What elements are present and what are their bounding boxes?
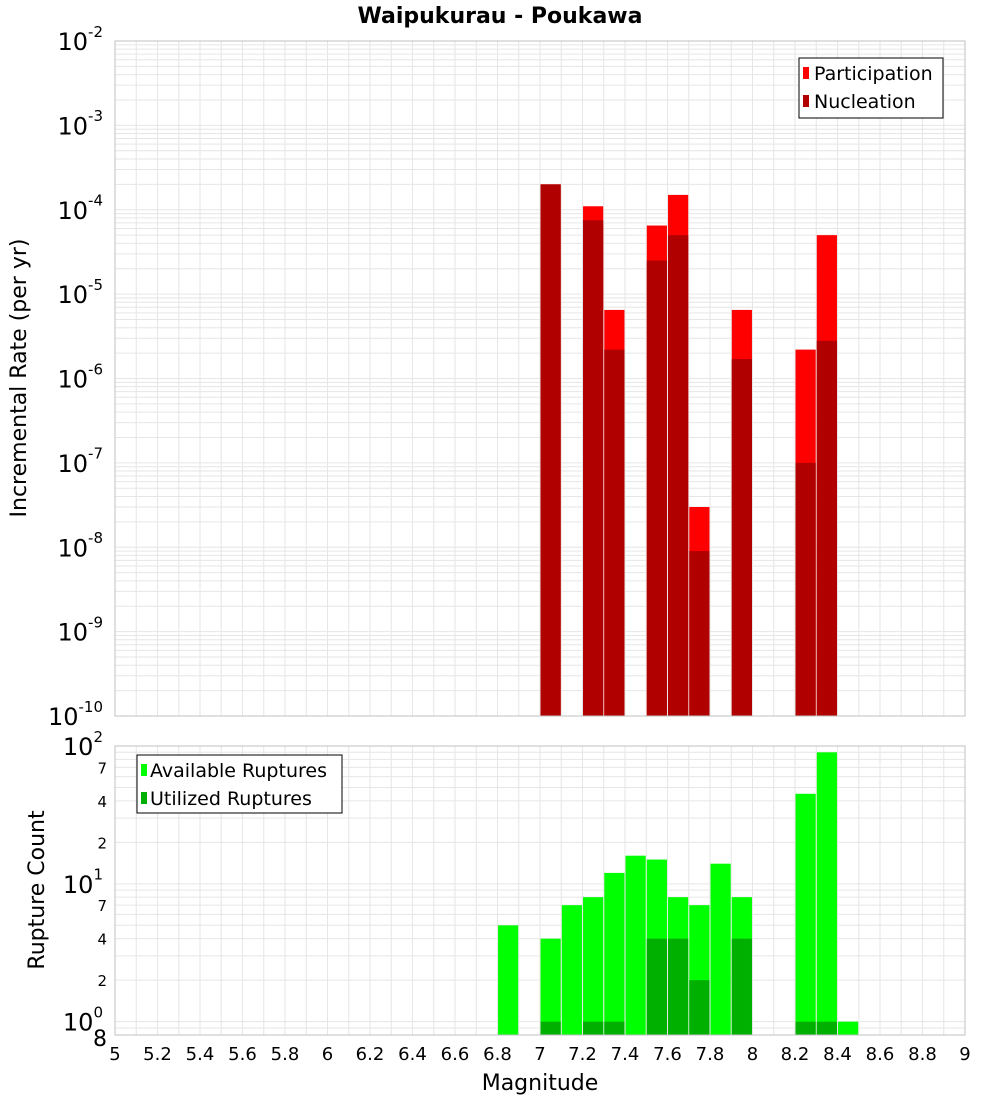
magnitude-tick-label: 8.2: [781, 1044, 810, 1065]
utilized-legend-swatch: [141, 792, 147, 804]
nucleation-bar: [795, 462, 816, 716]
magnitude-tick-label: 8.4: [823, 1044, 852, 1065]
utilized-legend-label: Utilized Ruptures: [150, 788, 312, 810]
available-ruptures-bar: [583, 897, 604, 1035]
available-ruptures-bar: [540, 938, 561, 1035]
rate-legend: Participation Nucleation: [798, 57, 944, 119]
rate-y-tick-label: 10-9: [57, 613, 103, 646]
magnitude-tick-label: 7.2: [568, 1044, 597, 1065]
count-y-tick-label: 102: [63, 728, 103, 761]
rate-plot-frame: [114, 40, 966, 717]
available-ruptures-bar: [604, 872, 625, 1035]
available-ruptures-bar: [561, 905, 582, 1035]
participation-legend-swatch: [803, 67, 809, 79]
nucleation-bar: [540, 184, 561, 717]
magnitude-tick-label: 6.8: [483, 1044, 512, 1065]
utilized-ruptures-bar: [540, 1021, 561, 1035]
available-legend-label: Available Ruptures: [150, 760, 327, 782]
magnitude-tick-label: 5.6: [228, 1044, 257, 1065]
rate-legend-box: [798, 57, 944, 119]
count-legend: Available Ruptures Utilized Ruptures: [136, 754, 343, 814]
count-y-minor-tick-label: 7: [97, 759, 107, 777]
rate-y-axis-label: Incremental Rate (per yr): [7, 239, 32, 518]
available-ruptures-bar: [795, 793, 816, 1035]
nucleation-bar: [816, 340, 837, 716]
magnitude-tick-label: 7.6: [653, 1044, 682, 1065]
count-y-axis-label: Rupture Count: [25, 810, 50, 970]
count-y-minor-tick-label: 7: [97, 897, 107, 915]
rate-y-tick-label: 10-8: [57, 529, 103, 562]
utilized-ruptures-bar: [816, 1021, 837, 1035]
count-plot-frame: [114, 745, 966, 1036]
utilized-ruptures-bar: [646, 938, 667, 1035]
count-y-tick-labels: 102 101 100 7 4 2 7 4 2 8: [63, 728, 107, 1052]
available-ruptures-bar: [838, 1021, 859, 1035]
nucleation-bar: [604, 349, 625, 716]
magnitude-tick-label: 8.8: [908, 1044, 937, 1065]
count-y-minor-tick-label: 8: [93, 1027, 107, 1052]
magnitude-tick-label: 6.6: [441, 1044, 470, 1065]
nucleation-bar: [731, 359, 752, 716]
available-ruptures-bar: [498, 925, 519, 1035]
magnitude-tick-label: 7.4: [611, 1044, 640, 1065]
count-y-minor-tick-label: 2: [97, 972, 107, 990]
count-y-tick-label: 101: [63, 866, 103, 899]
utilized-ruptures-bar: [795, 1021, 816, 1035]
utilized-ruptures-bar: [668, 938, 689, 1035]
rate-y-tick-label: 10-3: [57, 107, 103, 140]
rate-y-tick-label: 10-2: [57, 23, 103, 56]
available-ruptures-bar: [710, 863, 731, 1035]
magnitude-tick-label: 5.2: [143, 1044, 172, 1065]
count-panel: 102 101 100 7 4 2 7 4 2 8 5 5.2 5.4 5.6 5.8 6 6.2 6.4 6.6…: [25, 728, 971, 1096]
nucleation-legend-swatch: [803, 95, 809, 107]
rate-panel: 10-2 10-3 10-4 10-5 10-6 10-7 10-8 10-9 10-10 In…: [7, 23, 966, 731]
rate-y-tick-label: 10-7: [57, 445, 103, 478]
magnitude-tick-label: 6.4: [398, 1044, 427, 1065]
count-y-minor-tick-label: 2: [97, 834, 107, 852]
nucleation-bar: [583, 220, 604, 717]
available-legend-swatch: [141, 764, 147, 776]
magnitude-tick-label: 6: [322, 1044, 333, 1065]
magnitude-tick-label: 9: [959, 1044, 970, 1065]
nucleation-bar: [646, 260, 667, 716]
chart-title: Waipukurau - Poukawa: [358, 4, 643, 29]
magnitude-tick-label: 5.8: [271, 1044, 300, 1065]
rate-y-tick-label: 10-4: [57, 192, 103, 225]
count-bars: [498, 752, 859, 1035]
utilized-ruptures-bar: [604, 1021, 625, 1035]
utilized-ruptures-bar: [731, 938, 752, 1035]
count-y-minor-tick-label: 4: [97, 931, 107, 949]
count-y-tick-label: 100: [63, 1003, 103, 1036]
magnitude-tick-label: 8: [747, 1044, 758, 1065]
magnitude-tick-label: 8.6: [866, 1044, 895, 1065]
rate-y-tick-label: 10-5: [57, 276, 103, 309]
count-y-minor-tick-label: 4: [97, 793, 107, 811]
count-legend-box: [136, 754, 343, 814]
magnitude-tick-label: 7.8: [696, 1044, 725, 1065]
utilized-ruptures-bar: [583, 1021, 604, 1035]
magnitude-tick-label: 5.4: [186, 1044, 215, 1065]
participation-legend-label: Participation: [814, 63, 933, 85]
rate-y-tick-labels: 10-2 10-3 10-4 10-5 10-6 10-7 10-8 10-9 10-10: [48, 23, 103, 731]
rate-y-tick-label: 10-6: [57, 360, 103, 393]
available-ruptures-bar: [816, 752, 837, 1035]
nucleation-bar: [668, 235, 689, 716]
magnitude-tick-label: 7: [534, 1044, 545, 1065]
utilized-ruptures-bar: [689, 980, 710, 1035]
magnitude-tick-label: 5: [109, 1044, 120, 1065]
magnitude-tick-labels: 5 5.2 5.4 5.6 5.8 6 6.2 6.4 6.6 6.8 7 7.2 7.4 7.6 7.8 8…: [109, 1044, 970, 1065]
rate-y-tick-label: 10-10: [48, 698, 103, 731]
magnitude-tick-label: 6.2: [356, 1044, 385, 1065]
magnitude-axis-label: Magnitude: [482, 1071, 599, 1096]
rate-grid: [114, 40, 966, 717]
available-ruptures-bar: [625, 855, 646, 1035]
nucleation-bar: [689, 551, 710, 716]
rate-bars: [540, 184, 837, 717]
nucleation-legend-label: Nucleation: [814, 91, 916, 113]
